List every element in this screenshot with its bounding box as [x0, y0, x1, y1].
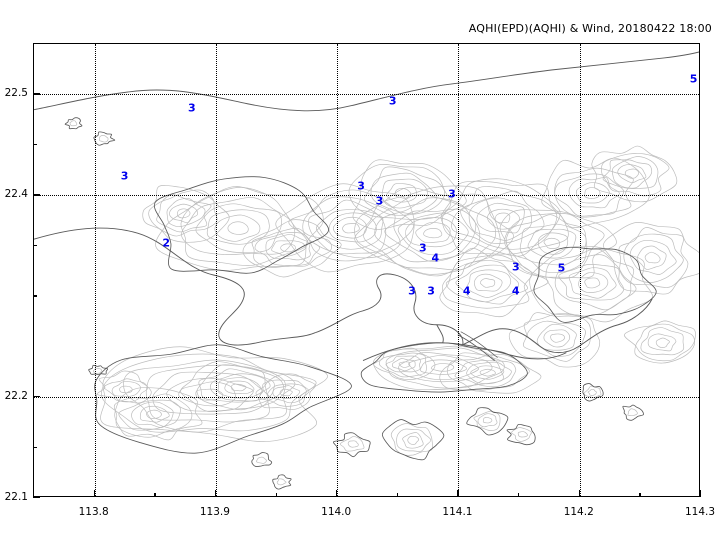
y-tick-major [33, 93, 40, 95]
x-tick-major [457, 490, 459, 497]
y-tick-minor [33, 143, 37, 146]
gridline-vertical [458, 44, 460, 496]
station-value-label: 2 [162, 236, 170, 250]
x-tick-major [93, 490, 95, 497]
x-tick-major [336, 490, 338, 497]
y-tick-minor [33, 295, 37, 297]
y-tick-label: 22.2 [4, 390, 28, 403]
x-tick-major [578, 490, 581, 497]
gridline-vertical [215, 44, 217, 496]
y-tick-major [33, 194, 40, 196]
x-tick-minor [518, 493, 520, 497]
y-tick-major [33, 497, 40, 499]
y-tick-label: 22.1 [4, 491, 28, 503]
station-value-label: 4 [462, 284, 471, 298]
x-tick-label: 114.3 [684, 506, 716, 518]
x-tick-label: 114.2 [563, 506, 594, 518]
y-tick-label: 22.5 [4, 87, 28, 100]
station-value-label: 3 [448, 187, 456, 201]
x-tick-label: 113.9 [199, 506, 230, 518]
x-tick-label: 114.1 [442, 506, 473, 518]
station-value-label: 5 [557, 261, 566, 275]
gridline-vertical [94, 44, 96, 496]
y-tick-label: 22.4 [4, 188, 28, 201]
station-value-label: 4 [431, 251, 440, 265]
station-value-label: 3 [357, 179, 365, 193]
gridline-horizontal [34, 94, 699, 96]
station-value-label: 3 [375, 194, 384, 208]
x-tick-label: 113.8 [78, 506, 109, 518]
station-value-label: 3 [511, 260, 520, 274]
x-tick-major [214, 490, 217, 497]
gridline-horizontal [34, 195, 699, 197]
x-tick-label: 114.0 [321, 506, 352, 518]
map-contours [34, 51, 699, 490]
station-value-label: 4 [511, 284, 520, 298]
x-tick-minor [275, 493, 277, 497]
y-tick-major [33, 396, 40, 398]
x-tick-minor [639, 493, 641, 497]
station-value-label: 3 [120, 169, 129, 183]
page-title: AQHI(EPD)(AQHI) & Wind, 20180422 18:00 [468, 22, 712, 35]
y-tick-minor [33, 244, 37, 247]
station-value-label: 3 [408, 284, 416, 298]
x-tick-minor [154, 493, 156, 497]
x-tick-minor [396, 493, 399, 497]
gridline-vertical [337, 44, 339, 496]
gridline-vertical [579, 44, 581, 496]
station-value-label: 5 [689, 72, 698, 86]
station-value-label: 3 [388, 94, 397, 108]
gridline-horizontal [34, 397, 699, 399]
station-value-label: 3 [427, 284, 435, 298]
y-tick-minor [33, 446, 37, 448]
plot-frame [33, 43, 700, 497]
x-tick-major [700, 490, 702, 497]
station-value-label: 3 [418, 241, 427, 255]
station-value-label: 3 [188, 101, 196, 115]
